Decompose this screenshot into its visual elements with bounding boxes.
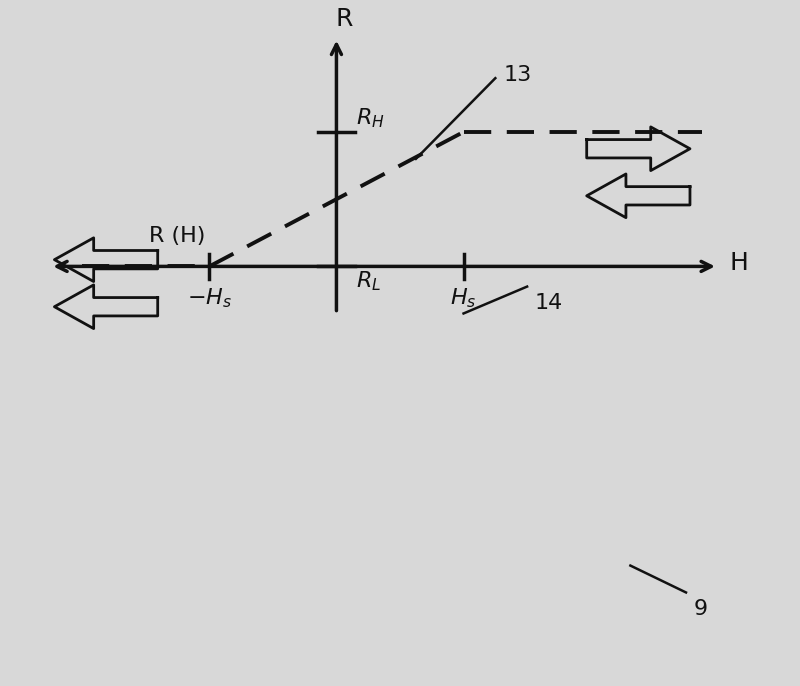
Text: R (H): R (H) xyxy=(150,226,206,246)
Text: $R_L$: $R_L$ xyxy=(356,270,382,294)
Text: 14: 14 xyxy=(535,294,563,314)
Text: 13: 13 xyxy=(503,64,531,84)
Text: 9: 9 xyxy=(694,599,708,619)
Text: R: R xyxy=(336,7,353,31)
Text: $-H_s$: $-H_s$ xyxy=(186,287,232,310)
Text: H: H xyxy=(730,251,749,275)
Text: $R_H$: $R_H$ xyxy=(356,106,385,130)
Text: $H_s$: $H_s$ xyxy=(450,287,477,310)
